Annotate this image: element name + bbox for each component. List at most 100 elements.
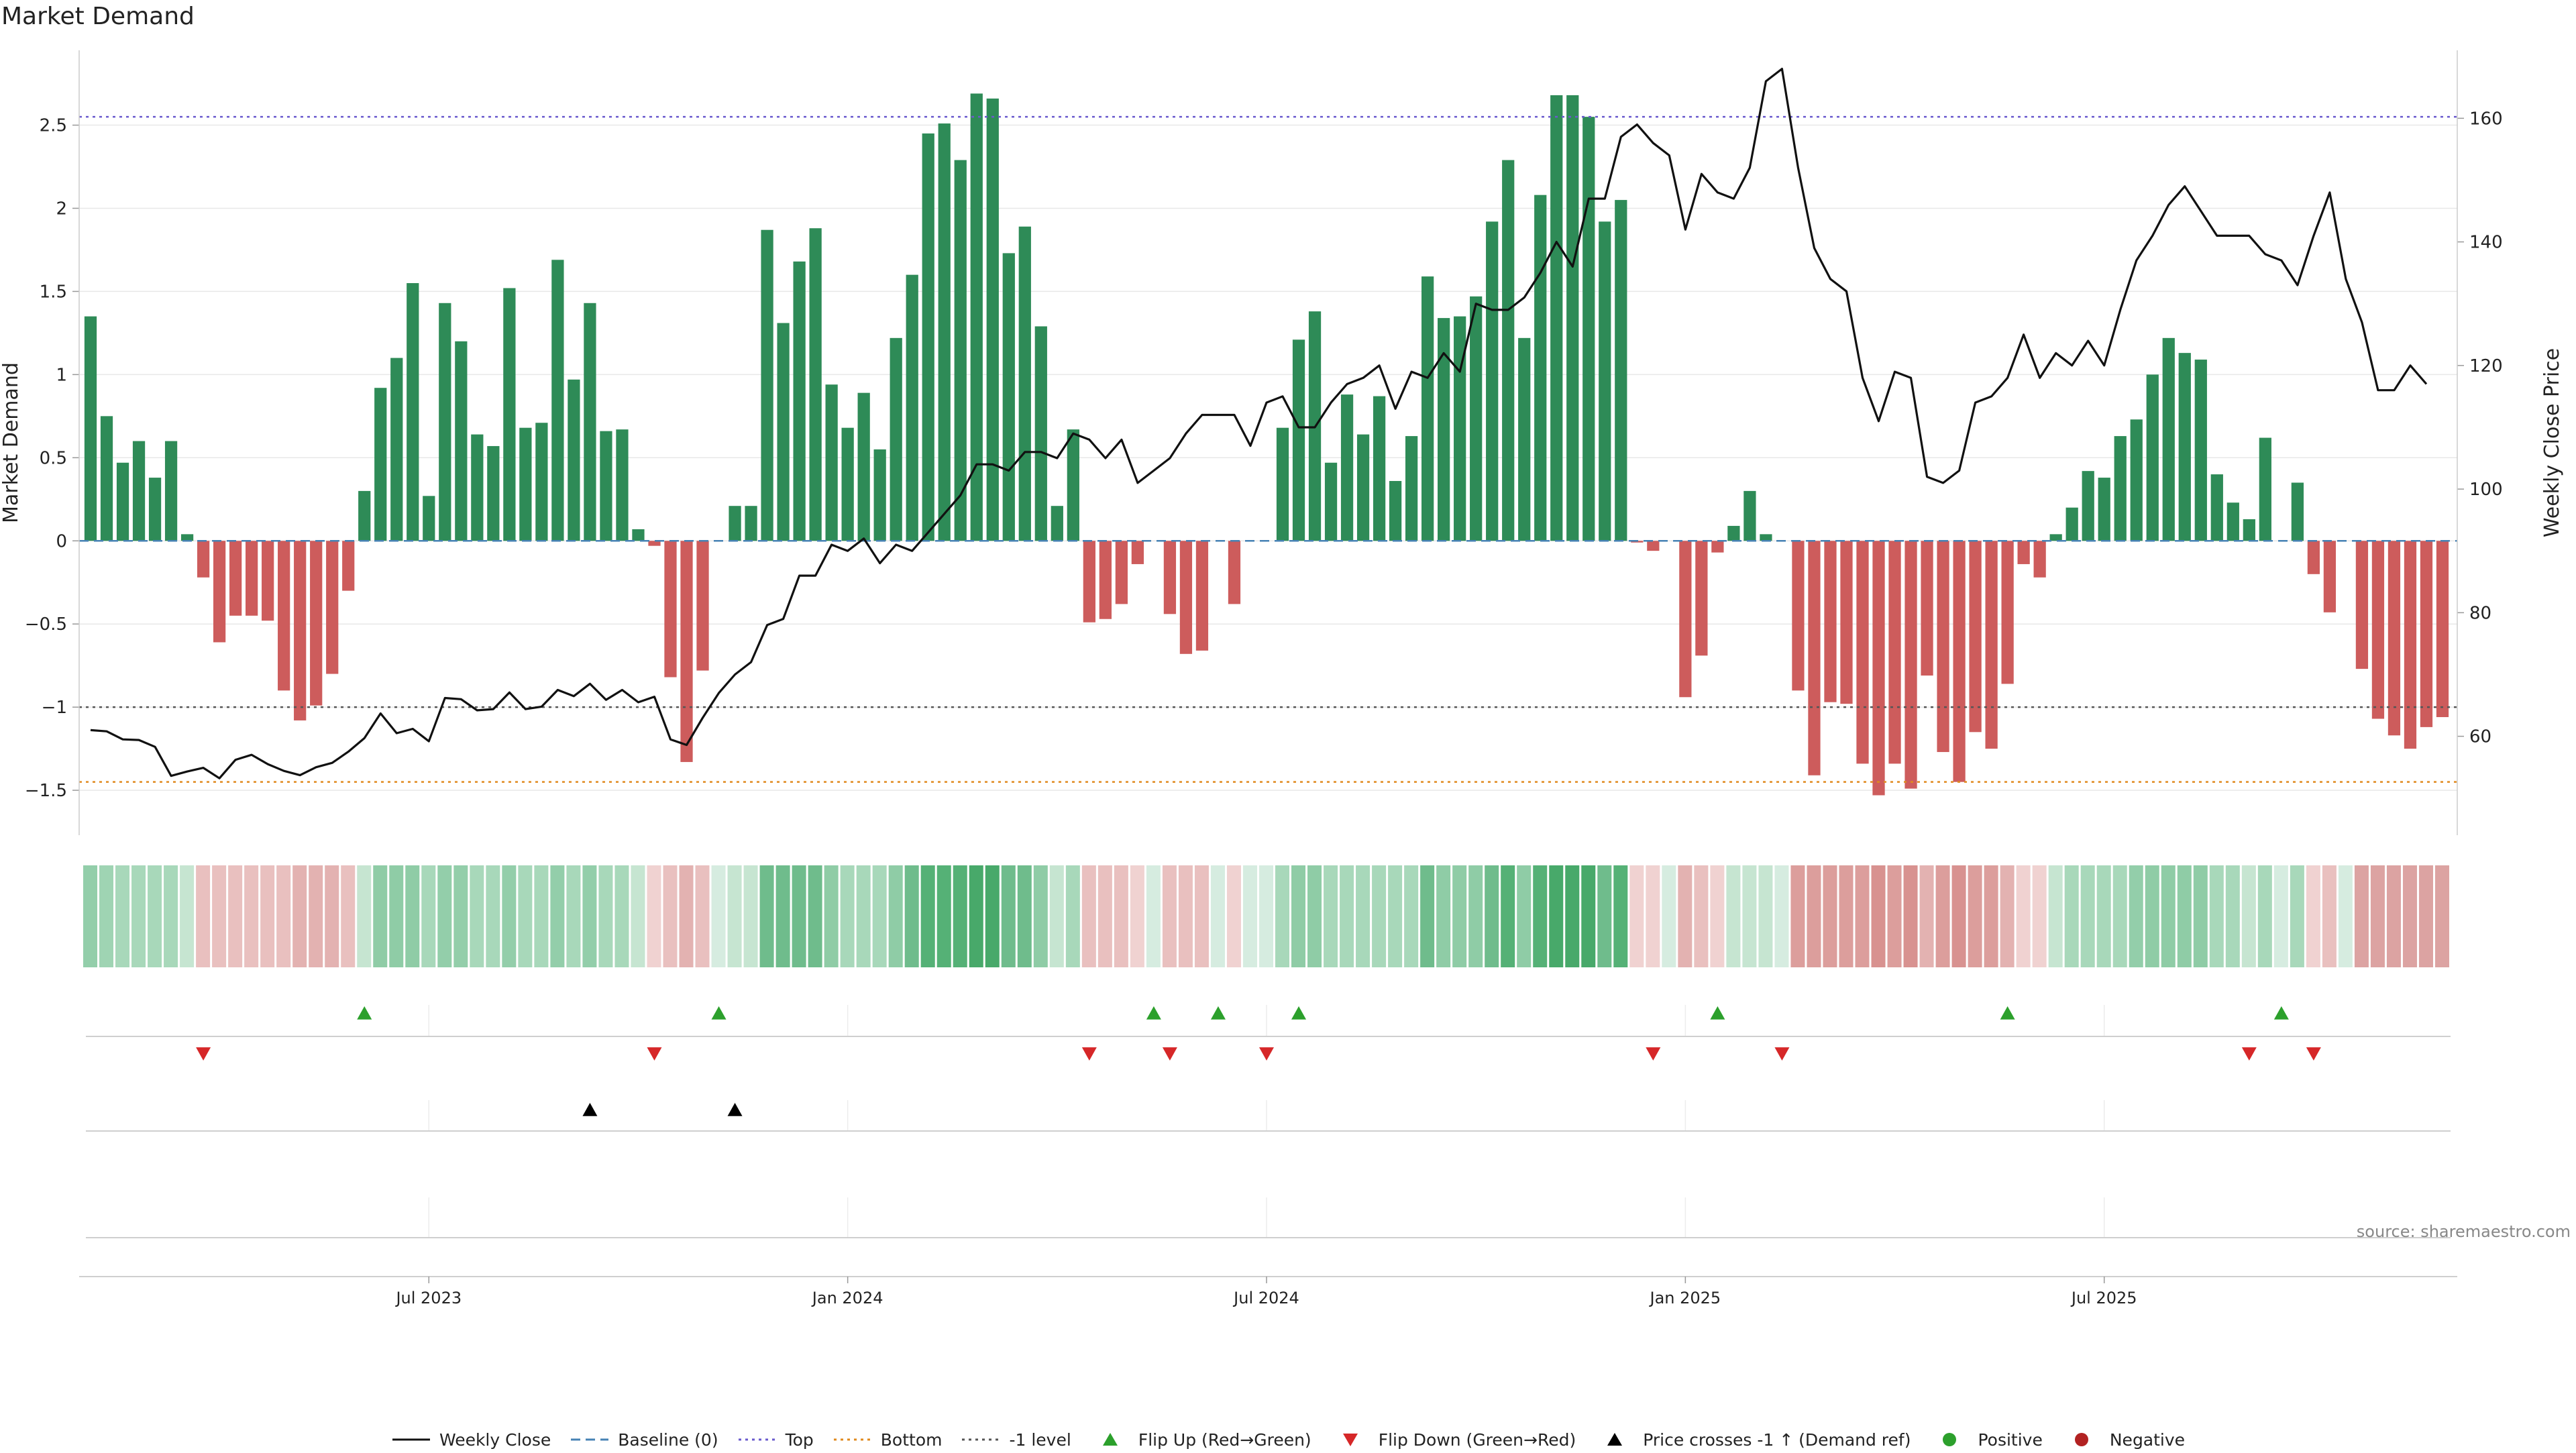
strip-cell	[2129, 865, 2143, 967]
strip-cell	[180, 865, 195, 967]
strip-cell	[2338, 865, 2353, 967]
strip-cell	[2306, 865, 2320, 967]
strip-cell	[1839, 865, 1854, 967]
strip-cell	[1356, 865, 1371, 967]
y-tick-label: 2	[56, 199, 67, 219]
strip-cell	[1017, 865, 1032, 967]
legend-item: Flip Down (Green→Red)	[1330, 1430, 1576, 1450]
demand-bar	[1969, 541, 1982, 733]
y-tick-label: 0	[56, 531, 67, 551]
strip-cell	[2370, 865, 2385, 967]
demand-bar	[648, 541, 661, 546]
reference-lines-layer	[79, 115, 2457, 783]
strip-cell	[1081, 865, 1096, 967]
strip-cell	[2096, 865, 2111, 967]
grid-layer	[79, 124, 2457, 791]
flip-up-marker	[1291, 1006, 1307, 1020]
strip-cell	[341, 865, 356, 967]
demand-bar	[2017, 541, 2030, 564]
color-strip-layer	[83, 865, 2449, 967]
demand-bar	[455, 341, 468, 541]
strip-cell	[260, 865, 275, 967]
demand-bar	[1872, 541, 1885, 796]
demand-bar	[793, 261, 806, 541]
strip-cell	[936, 865, 951, 967]
demand-bar	[519, 427, 532, 541]
x-axis-layer: Jul 2023 Jan 2024 Jul 2024 Jan 2025 Jul 2025	[79, 1276, 2457, 1307]
legend-symbol-icon	[2074, 1433, 2088, 1446]
demand-bar	[100, 416, 113, 541]
demand-bar	[1599, 221, 1611, 541]
flip-down-marker	[2306, 1047, 2321, 1061]
demand-bar	[1888, 541, 1901, 764]
demand-bar	[1340, 394, 1354, 541]
demand-bar	[326, 541, 339, 674]
strip-cell	[1549, 865, 1564, 967]
strip-cell	[1629, 865, 1644, 967]
demand-bar	[1195, 541, 1209, 651]
demand-bar	[1760, 534, 1772, 541]
strip-cell	[775, 865, 790, 967]
strip-cell	[840, 865, 855, 967]
strip-cell	[1049, 865, 1064, 967]
strip-cell	[244, 865, 259, 967]
demand-bar	[197, 541, 210, 578]
strip-cell	[1758, 865, 1773, 967]
demand-bar	[551, 260, 564, 541]
demand-bar	[809, 228, 822, 541]
demand-bar	[439, 303, 451, 541]
strip-cell	[1501, 865, 1515, 967]
demand-bar	[2130, 419, 2143, 541]
demand-bar	[2210, 474, 2223, 541]
strip-cell	[2177, 865, 2192, 967]
demand-bar	[1018, 226, 1031, 541]
strip-cell	[2112, 865, 2127, 967]
demand-bar	[2049, 534, 2062, 541]
demand-bar	[1582, 117, 1595, 541]
demand-bar	[180, 534, 194, 541]
demand-bar	[1711, 541, 1724, 553]
strip-cell	[1694, 865, 1709, 967]
demand-bar	[954, 160, 967, 541]
chart-title: Market Demand	[1, 3, 195, 30]
demand-bar	[84, 316, 97, 541]
source-credit: source: sharemaestro.com	[2356, 1222, 2571, 1241]
strip-cell	[389, 865, 404, 967]
strip-cell	[148, 865, 162, 967]
strip-cell	[1517, 865, 1532, 967]
demand-bar	[1615, 200, 1627, 541]
legend-label: -1 level	[1009, 1430, 1071, 1450]
flip-down-marker	[196, 1047, 211, 1061]
demand-bar	[2001, 541, 2014, 684]
strip-cell	[631, 865, 645, 967]
strip-cell	[856, 865, 871, 967]
flip-down-marker	[1081, 1047, 1097, 1061]
demand-bar	[906, 274, 918, 541]
demand-bar	[1228, 541, 1241, 604]
strip-cell	[647, 865, 661, 967]
strip-cell	[1678, 865, 1693, 967]
demand-bar	[632, 529, 645, 541]
strip-cell	[164, 865, 178, 967]
strip-cell	[679, 865, 694, 967]
strip-cell	[131, 865, 146, 967]
strip-cell	[421, 865, 436, 967]
strip-cell	[1388, 865, 1403, 967]
strip-cell	[727, 865, 742, 967]
strip-cell	[1646, 865, 1660, 967]
strip-cell	[1436, 865, 1451, 967]
strip-cell	[1597, 865, 1612, 967]
demand-bar	[2146, 374, 2159, 541]
demand-bar	[825, 384, 838, 541]
demand-bar	[1518, 337, 1531, 541]
flip-down-marker	[1646, 1047, 1661, 1061]
y-tick-label: 1.5	[40, 282, 67, 302]
strip-cell	[743, 865, 758, 967]
demand-bar	[1324, 462, 1338, 541]
demand-bar	[1276, 427, 1289, 541]
strip-cell	[228, 865, 243, 967]
strip-cell	[1420, 865, 1435, 967]
strip-cell	[1887, 865, 1902, 967]
demand-bar	[116, 462, 129, 541]
